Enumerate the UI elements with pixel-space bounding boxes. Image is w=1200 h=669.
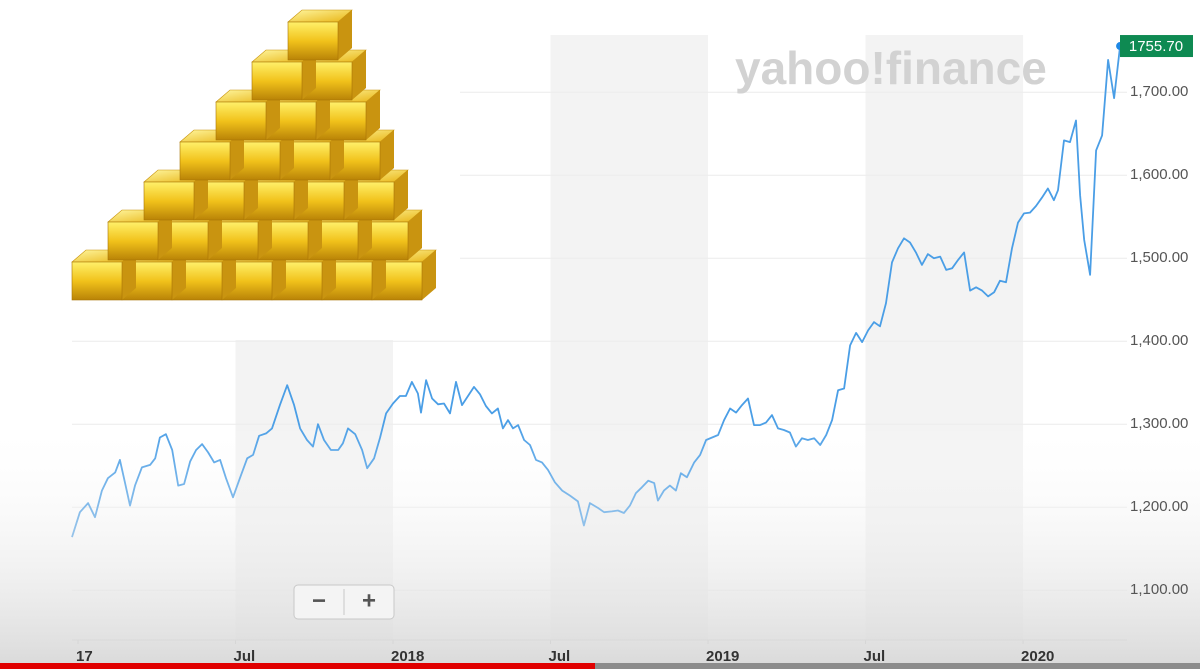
gold-bar-side: [172, 250, 186, 300]
gold-bar-side: [208, 210, 222, 260]
x-tick-label: Jul: [233, 648, 255, 665]
x-tick-label: Jul: [864, 648, 886, 665]
gold-bar-side: [194, 170, 208, 220]
gold-bar-side: [380, 130, 394, 180]
gold-bar-side: [308, 210, 322, 260]
gold-bar-side: [158, 210, 172, 260]
y-tick-label: 1,600.00: [1130, 166, 1188, 183]
gold-bar-front: [287, 21, 339, 61]
x-tick-label: 2020: [1021, 648, 1054, 665]
gold-bar-side: [338, 10, 352, 60]
zoom-in[interactable]: +: [362, 587, 376, 614]
gold-bar-front: [107, 221, 159, 261]
gold-bar-side: [330, 130, 344, 180]
gold-bars-image: [71, 9, 437, 301]
gold-bar-front: [71, 261, 123, 301]
shaded-band: [550, 35, 709, 640]
gold-bar-side: [408, 210, 422, 260]
gold-bar-front: [143, 181, 195, 221]
gold-bar-side: [372, 250, 386, 300]
gold-bar-side: [272, 250, 286, 300]
x-tick-label: 2018: [391, 648, 424, 665]
gold-bar-side: [366, 90, 380, 140]
gold-bar-front: [251, 61, 303, 101]
y-tick-label: 1,300.00: [1130, 415, 1188, 432]
gold-bar-side: [244, 170, 258, 220]
gold-bar-side: [222, 250, 236, 300]
zoom-out[interactable]: −: [312, 587, 326, 614]
watermark: yahoo!finance: [735, 42, 1047, 94]
gold-bar-side: [294, 170, 308, 220]
gold-bar-side: [322, 250, 336, 300]
zoom-controls: − +: [293, 584, 395, 620]
gold-bar-side: [280, 130, 294, 180]
gold-bar-front: [215, 101, 267, 141]
gold-bar-side: [344, 170, 358, 220]
gold-bar-side: [316, 90, 330, 140]
gold-bar-side: [122, 250, 136, 300]
gold-bar-side: [358, 210, 372, 260]
gold-bar-side: [352, 50, 366, 100]
y-tick-label: 1,100.00: [1130, 581, 1188, 598]
gold-bar-side: [266, 90, 280, 140]
gold-bar-side: [394, 170, 408, 220]
last-price-label: 1755.70: [1129, 38, 1183, 55]
last-price-box: [1120, 35, 1193, 58]
progress-track: [0, 663, 1200, 669]
gold-bar-side: [302, 50, 316, 100]
x-tick-label: 2019: [706, 648, 739, 665]
progress-bar: [0, 663, 595, 669]
y-tick-label: 1,500.00: [1130, 249, 1188, 266]
y-tick-label: 1,200.00: [1130, 498, 1188, 515]
x-tick-label: 17: [76, 648, 93, 665]
gold-bar-front: [179, 141, 231, 181]
shaded-band: [865, 35, 1024, 640]
y-tick-label: 1,700.00: [1130, 83, 1188, 100]
gold-bar-side: [230, 130, 244, 180]
y-tick-label: 1,400.00: [1130, 332, 1188, 349]
gold-bar-side: [422, 250, 436, 300]
gold-bar-side: [258, 210, 272, 260]
x-tick-label: Jul: [549, 648, 571, 665]
